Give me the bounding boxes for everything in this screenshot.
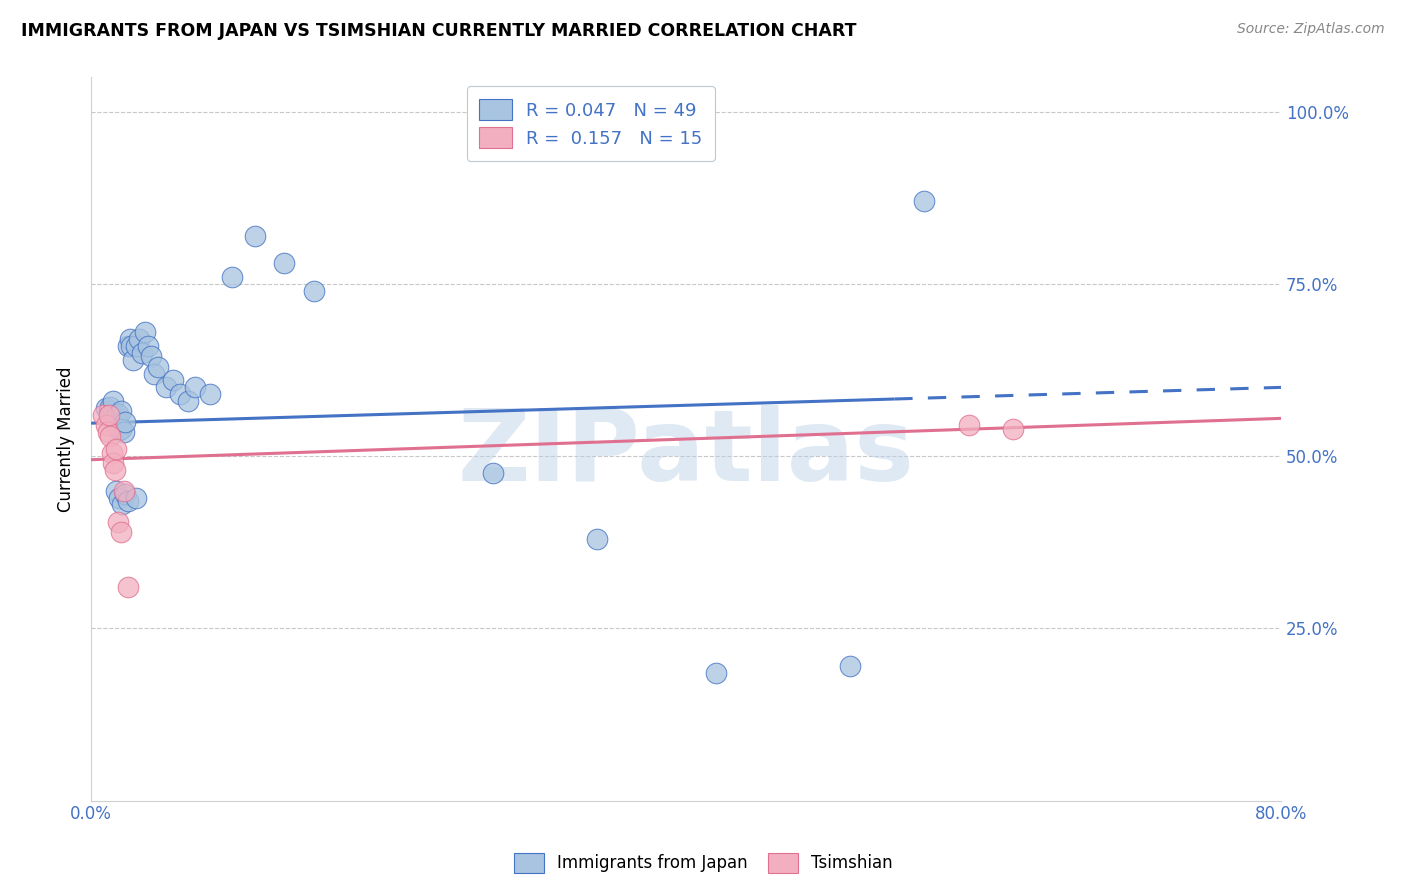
Point bbox=[169, 387, 191, 401]
Point bbox=[98, 408, 121, 422]
Point bbox=[104, 418, 127, 433]
Point bbox=[838, 659, 860, 673]
Point bbox=[125, 491, 148, 505]
Text: ZIPatlas: ZIPatlas bbox=[457, 405, 914, 502]
Point bbox=[114, 487, 136, 501]
Point bbox=[105, 409, 128, 424]
Point bbox=[128, 332, 150, 346]
Point bbox=[142, 367, 165, 381]
Point bbox=[1002, 422, 1025, 436]
Point bbox=[120, 339, 142, 353]
Point bbox=[912, 194, 935, 209]
Text: IMMIGRANTS FROM JAPAN VS TSIMSHIAN CURRENTLY MARRIED CORRELATION CHART: IMMIGRANTS FROM JAPAN VS TSIMSHIAN CURRE… bbox=[21, 22, 856, 40]
Point bbox=[107, 416, 129, 430]
Point bbox=[112, 483, 135, 498]
Point bbox=[91, 408, 114, 422]
Point bbox=[103, 394, 125, 409]
Point bbox=[110, 524, 132, 539]
Point bbox=[96, 425, 118, 439]
Point bbox=[302, 284, 325, 298]
Point bbox=[101, 408, 124, 422]
Point bbox=[103, 411, 125, 425]
Point bbox=[110, 404, 132, 418]
Point bbox=[139, 350, 162, 364]
Point bbox=[101, 446, 124, 460]
Point bbox=[125, 339, 148, 353]
Point bbox=[136, 339, 159, 353]
Point bbox=[131, 346, 153, 360]
Point bbox=[117, 494, 139, 508]
Point bbox=[184, 380, 207, 394]
Point bbox=[121, 352, 143, 367]
Point bbox=[117, 339, 139, 353]
Point bbox=[481, 467, 503, 481]
Point bbox=[162, 374, 184, 388]
Legend: Immigrants from Japan, Tsimshian: Immigrants from Japan, Tsimshian bbox=[508, 847, 898, 880]
Point bbox=[100, 400, 122, 414]
Point bbox=[146, 359, 169, 374]
Point bbox=[100, 428, 122, 442]
Point bbox=[957, 418, 980, 433]
Point bbox=[704, 666, 727, 681]
Point bbox=[108, 423, 131, 437]
Point bbox=[118, 332, 141, 346]
Legend: R = 0.047   N = 49, R =  0.157   N = 15: R = 0.047 N = 49, R = 0.157 N = 15 bbox=[467, 87, 716, 161]
Point bbox=[111, 498, 134, 512]
Point bbox=[98, 404, 121, 418]
Point bbox=[585, 532, 607, 546]
Point bbox=[108, 491, 131, 505]
Point bbox=[107, 515, 129, 529]
Point bbox=[134, 326, 156, 340]
Point bbox=[103, 456, 125, 470]
Point bbox=[110, 422, 132, 436]
Text: Source: ZipAtlas.com: Source: ZipAtlas.com bbox=[1237, 22, 1385, 37]
Point bbox=[94, 418, 117, 433]
Point bbox=[94, 401, 117, 415]
Point bbox=[107, 407, 129, 421]
Point bbox=[155, 380, 177, 394]
Point bbox=[114, 415, 136, 429]
Point bbox=[198, 387, 221, 401]
Point bbox=[105, 442, 128, 457]
Point bbox=[112, 425, 135, 439]
Point bbox=[104, 463, 127, 477]
Point bbox=[104, 413, 127, 427]
Y-axis label: Currently Married: Currently Married bbox=[58, 367, 75, 512]
Point bbox=[105, 483, 128, 498]
Point bbox=[243, 228, 266, 243]
Point bbox=[177, 394, 200, 409]
Point bbox=[221, 270, 243, 285]
Point bbox=[273, 256, 295, 270]
Point bbox=[117, 580, 139, 594]
